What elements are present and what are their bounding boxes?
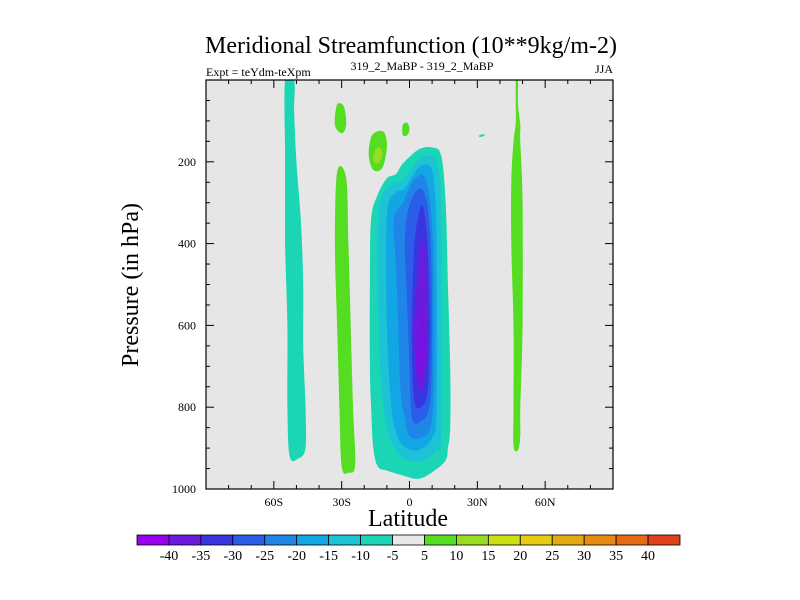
colorbar-swatch	[328, 534, 361, 546]
colorbar-label: -5	[387, 549, 399, 564]
contour-positive-core-15S	[373, 147, 383, 164]
colorbar-label: -30	[223, 549, 242, 564]
colorbar-swatch	[136, 534, 170, 546]
colorbar-swatch	[168, 534, 202, 546]
left-subtitle: Expt = teYdm-teXpm	[206, 65, 311, 79]
colorbar-swatch	[456, 534, 489, 546]
right-subtitle: JJA	[595, 62, 613, 76]
colorbar-label: 25	[545, 549, 559, 564]
contour-positive-blob-upper-left	[334, 102, 347, 134]
colorbar-swatch	[264, 534, 298, 546]
contour-negative-level-40-core	[416, 308, 426, 378]
y-tick-label: 400	[178, 237, 196, 251]
colorbar-label: 5	[421, 549, 428, 564]
center-subtitle: 319_2_MaBP - 319_2_MaBP	[351, 59, 494, 73]
colorbar-swatch	[551, 534, 585, 546]
colorbar-swatch	[232, 534, 266, 546]
colorbar-swatch	[647, 534, 681, 546]
colorbar-label: -35	[192, 549, 211, 564]
contour-negative-cell-cyan-band-60S	[284, 80, 307, 462]
x-tick-label: 60N	[535, 495, 556, 509]
y-tick-label: 800	[178, 400, 196, 414]
colorbar-label: 20	[513, 549, 527, 564]
colorbar-label: -25	[255, 549, 274, 564]
x-tick-label: 60S	[264, 495, 283, 509]
colorbar-swatch	[200, 534, 234, 546]
colorbar-label: 10	[449, 549, 463, 564]
colorbar-label: 30	[577, 549, 591, 564]
y-axis-label: Pressure (in hPa)	[118, 203, 144, 367]
colorbar-label: 35	[609, 549, 623, 564]
x-tick-label: 30N	[467, 495, 488, 509]
colorbar-swatch	[583, 534, 617, 546]
colorbar-label: -10	[351, 549, 370, 564]
colorbar-label: 40	[641, 549, 655, 564]
colorbar-swatch	[487, 534, 521, 546]
y-tick-label: 200	[178, 155, 196, 169]
contour-positive-blob-near-equator	[402, 122, 410, 137]
colorbar-swatch	[424, 534, 457, 546]
x-tick-label: 30S	[332, 495, 351, 509]
y-tick-label: 600	[178, 318, 196, 332]
contour-negative-sliver-30N	[479, 134, 485, 137]
colorbar-swatch	[615, 534, 649, 546]
colorbar-swatch	[360, 534, 393, 546]
colorbar-label: -20	[287, 549, 306, 564]
x-axis-label: Latitude	[368, 506, 448, 532]
colorbar-label: 15	[481, 549, 495, 564]
x-tick-label: 0	[407, 495, 413, 509]
colorbar-swatch	[519, 534, 553, 546]
colorbar-swatch	[296, 534, 330, 546]
y-tick-label: 1000	[172, 482, 196, 496]
colorbar-label: -40	[160, 549, 179, 564]
colorbar-swatch	[392, 534, 425, 546]
contour-positive-band-45N	[511, 80, 523, 452]
contour-positive-band-30S	[334, 166, 356, 474]
colorbar-label: -15	[319, 549, 338, 564]
chart-title: Meridional Streamfunction (10**9kg/m-2)	[205, 33, 617, 59]
